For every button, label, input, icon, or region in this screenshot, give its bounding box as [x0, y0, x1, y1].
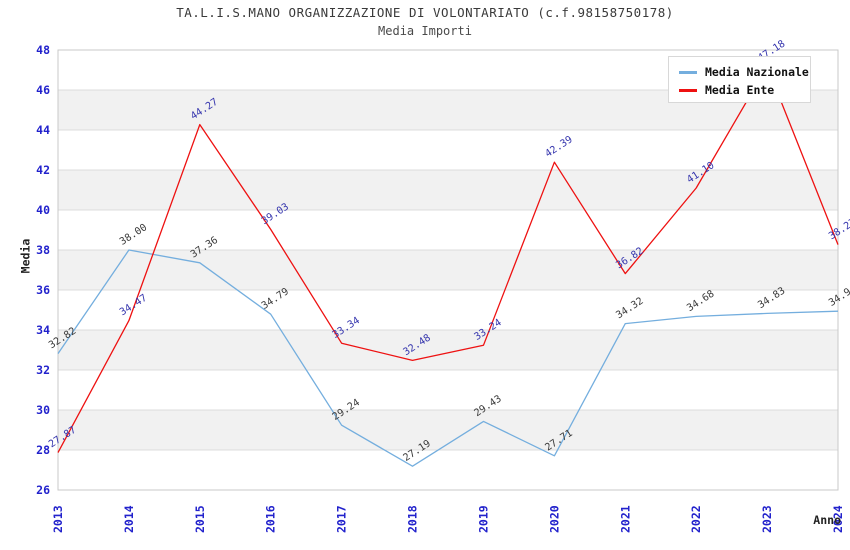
chart-subtitle: Media Importi: [378, 24, 472, 38]
chart-title: TA.L.I.S.MANO ORGANIZZAZIONE DI VOLONTAR…: [176, 5, 674, 20]
data-point-label: 34.68: [685, 288, 716, 314]
x-tick-label: 2023: [760, 505, 774, 533]
y-tick-label: 28: [36, 443, 50, 457]
y-axis-title: Media: [18, 238, 33, 274]
data-point-label: 34.32: [614, 296, 645, 322]
legend: Media Nazionale Media Ente: [668, 56, 811, 103]
y-tick-label: 34: [36, 323, 50, 337]
y-tick-label: 46: [36, 83, 50, 97]
x-tick-label: 2024: [831, 505, 845, 533]
plot-border: [57, 49, 839, 491]
x-tick-label: 2021: [618, 505, 632, 533]
grid-band: [58, 330, 838, 370]
y-tick-label: 26: [36, 483, 50, 497]
series-line-media-nazionale: [57, 249, 839, 467]
x-tick-label: 2020: [547, 505, 561, 533]
y-tick-label: 48: [36, 43, 50, 57]
y-tick-label: 36: [36, 283, 50, 297]
data-point-label: 34.47: [118, 293, 149, 319]
x-tick-label: 2017: [335, 505, 349, 533]
y-tick-label: 32: [36, 363, 50, 377]
x-tick-label: 2019: [476, 505, 490, 533]
x-tick-label: 2013: [51, 505, 65, 533]
y-tick-label: 30: [36, 403, 50, 417]
series-line-media-ente: [57, 65, 839, 453]
x-tick-label: 2022: [689, 505, 703, 533]
grid-band: [58, 170, 838, 210]
y-tick-label: 40: [36, 203, 50, 217]
y-tick-label: 42: [36, 163, 50, 177]
y-tick-label: 44: [36, 123, 50, 137]
legend-item-media-ente: Media Ente: [679, 81, 810, 99]
x-tick-label: 2014: [122, 505, 136, 533]
grid-band: [58, 250, 838, 290]
data-point-label: 38.00: [118, 222, 149, 248]
data-point-label: 38.27: [827, 217, 850, 243]
legend-item-media-nazionale: Media Nazionale: [679, 63, 810, 81]
legend-swatch-nazionale-icon: [679, 70, 697, 74]
legend-label: Media Ente: [705, 83, 775, 97]
x-tick-label: 2018: [406, 505, 420, 533]
x-tick-label: 2016: [264, 505, 278, 533]
x-axis-title: Anno: [813, 513, 841, 527]
data-point-label: 42.39: [543, 134, 574, 160]
y-tick-label: 38: [36, 243, 50, 257]
legend-swatch-ente-icon: [679, 88, 697, 92]
x-tick-label: 2015: [193, 505, 207, 533]
legend-label: Media Nazionale: [705, 65, 809, 79]
